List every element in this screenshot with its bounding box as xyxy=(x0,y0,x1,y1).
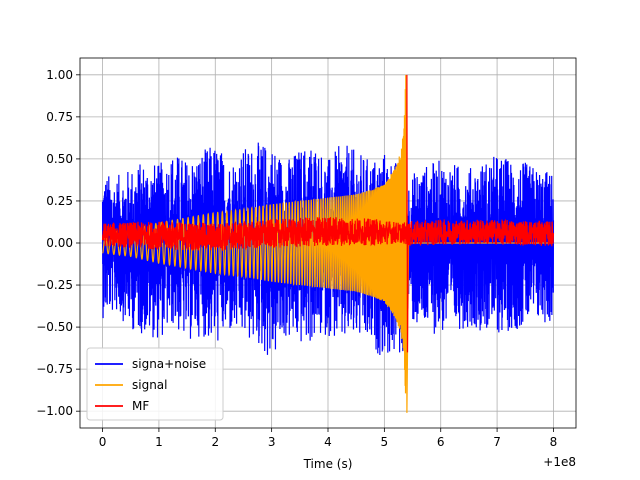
x-tick-label: 6 xyxy=(437,435,445,449)
legend: signa+noise signal MF xyxy=(86,347,224,421)
y-tick-label: 0.75 xyxy=(46,110,73,124)
y-tick-label: −0.50 xyxy=(36,320,73,334)
x-tick-label: 2 xyxy=(211,435,219,449)
x-tick-label: 4 xyxy=(324,435,332,449)
x-tick-label: 3 xyxy=(268,435,276,449)
x-offset-label: +1e8 xyxy=(543,455,576,469)
x-tick-label: 0 xyxy=(99,435,107,449)
series-signal-noise-line xyxy=(101,142,555,356)
y-tick-label: −0.25 xyxy=(36,278,73,292)
y-tick-label: −0.75 xyxy=(36,362,73,376)
x-tick-label: 5 xyxy=(381,435,389,449)
series-mf-line xyxy=(101,74,555,353)
y-tick-label: −1.00 xyxy=(36,404,73,418)
y-tick-label: 1.00 xyxy=(46,68,73,82)
x-tick-label: 1 xyxy=(155,435,163,449)
x-tick-label: 7 xyxy=(493,435,501,449)
legend-label: signa+noise xyxy=(132,357,206,371)
y-axis: −1.00 −0.75 −0.50 −0.25 0.00 0.25 0.50 0.75 1.00 xyxy=(36,68,80,418)
legend-label: signal xyxy=(132,378,168,392)
x-axis-label: Time (s) xyxy=(303,457,353,471)
plot-series xyxy=(101,74,555,413)
x-axis: 0 1 2 3 4 5 6 7 8 xyxy=(99,428,558,449)
legend-box xyxy=(86,347,224,421)
legend-label: MF xyxy=(132,399,149,413)
y-tick-label: 0.50 xyxy=(46,152,73,166)
x-tick-label: 8 xyxy=(550,435,558,449)
y-tick-label: 0.00 xyxy=(46,236,73,250)
y-tick-label: 0.25 xyxy=(46,194,73,208)
